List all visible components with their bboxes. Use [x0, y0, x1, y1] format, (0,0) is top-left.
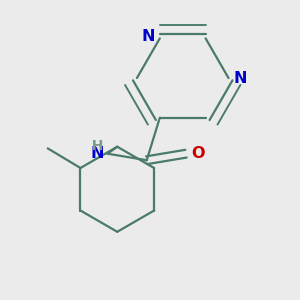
Text: N: N [233, 70, 247, 86]
Text: N: N [91, 146, 104, 161]
Text: H: H [82, 139, 103, 153]
Text: O: O [191, 146, 204, 161]
Text: N: N [141, 29, 155, 44]
